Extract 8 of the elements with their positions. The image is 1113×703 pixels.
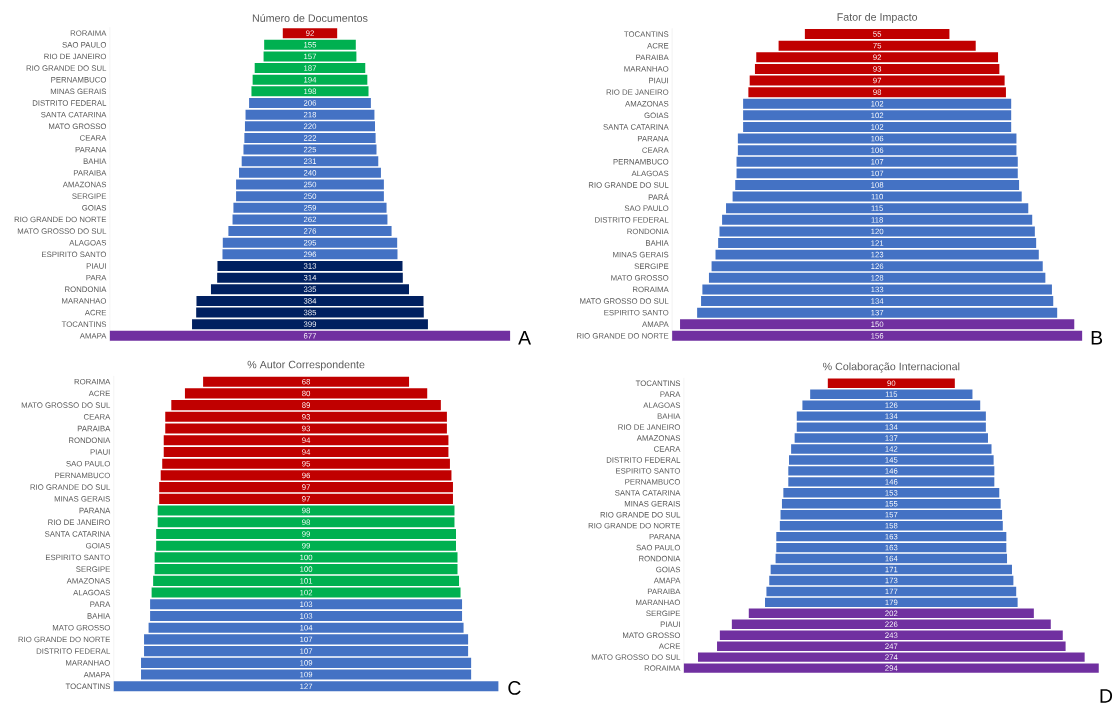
text: B: [1091, 331, 1103, 345]
text: % Autor Correspondente: [247, 360, 365, 371]
text: % Colaboração Internacional: [823, 362, 960, 373]
text: Fator de Impacto: [837, 13, 918, 23]
text: Número de Documentos: [252, 14, 368, 23]
text: C: [508, 681, 521, 695]
text: A: [518, 331, 532, 345]
text: D: [1100, 689, 1113, 703]
